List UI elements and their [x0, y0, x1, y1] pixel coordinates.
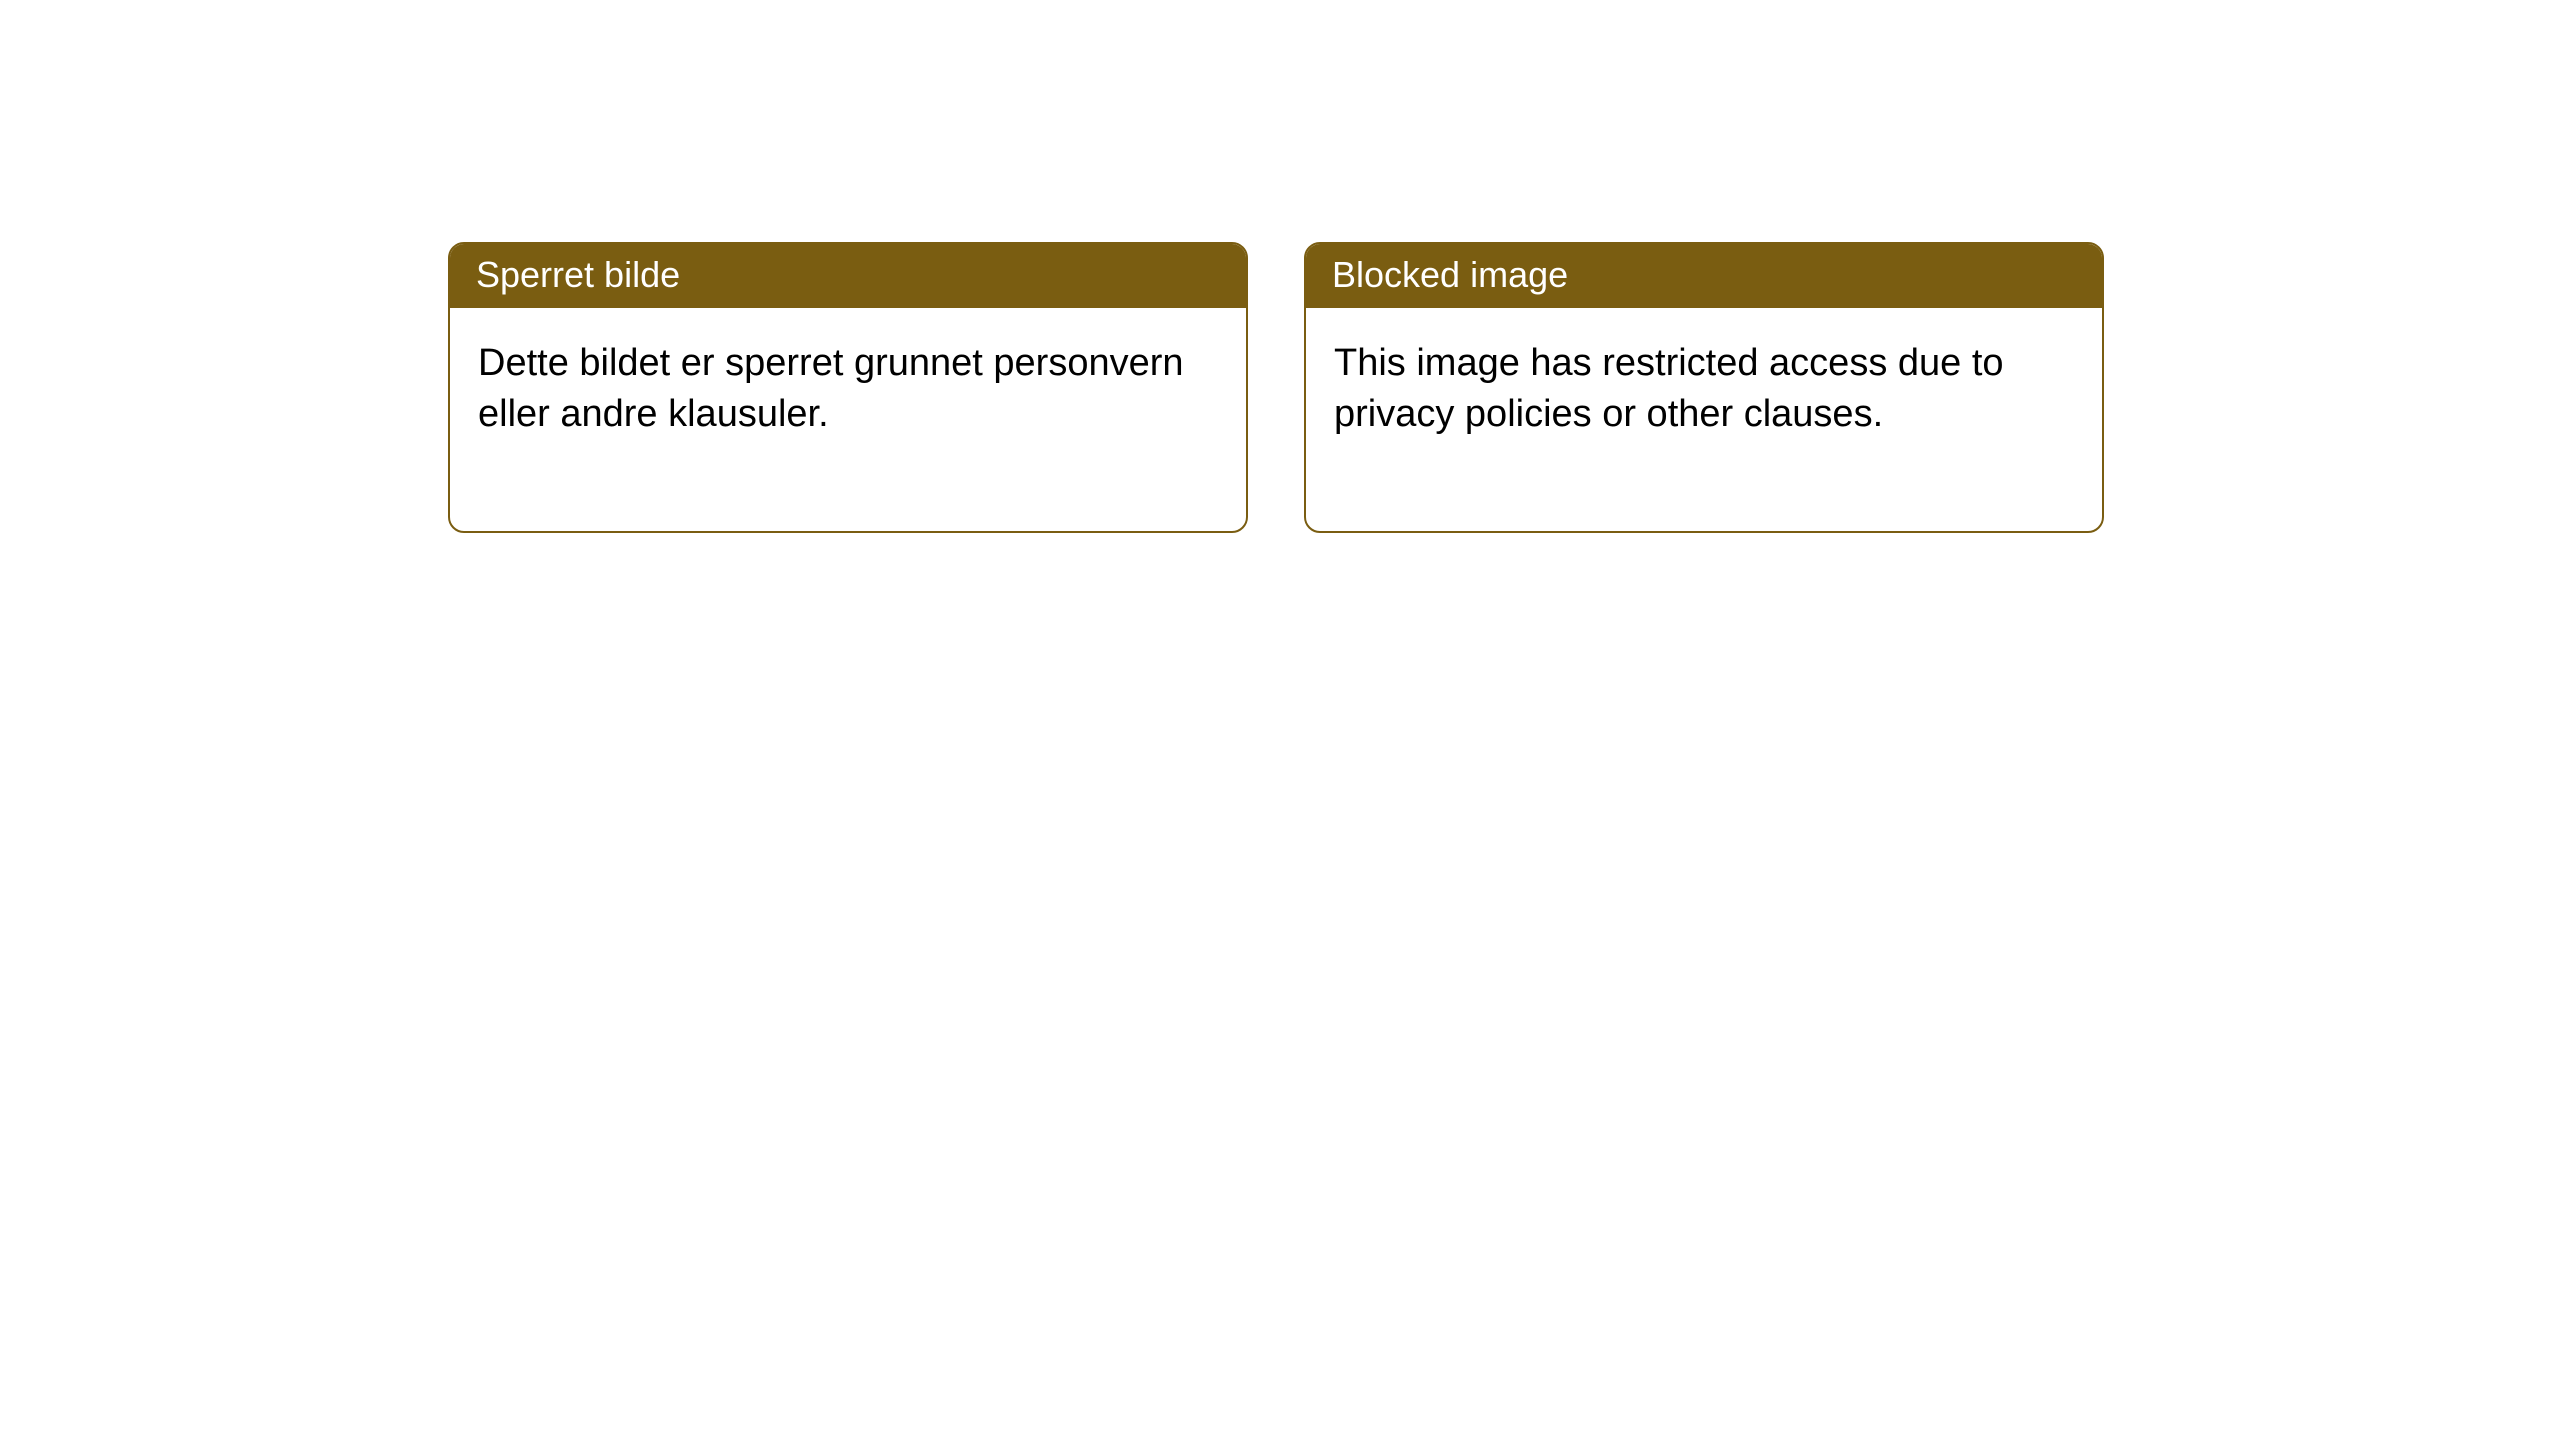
notice-card-norwegian: Sperret bilde Dette bildet er sperret gr… — [448, 242, 1248, 533]
notice-title-norwegian: Sperret bilde — [450, 244, 1246, 308]
notice-body-english: This image has restricted access due to … — [1306, 308, 2102, 531]
notice-card-english: Blocked image This image has restricted … — [1304, 242, 2104, 533]
notice-body-norwegian: Dette bildet er sperret grunnet personve… — [450, 308, 1246, 531]
notice-title-english: Blocked image — [1306, 244, 2102, 308]
notice-container: Sperret bilde Dette bildet er sperret gr… — [0, 0, 2560, 533]
